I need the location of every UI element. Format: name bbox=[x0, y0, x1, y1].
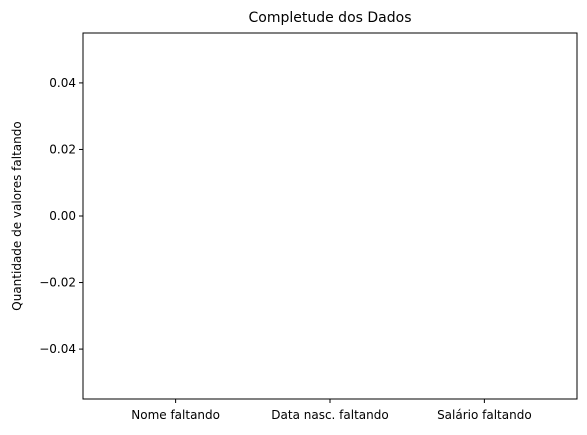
y-tick-label: 0.02 bbox=[49, 142, 76, 156]
chart-title: Completude dos Dados bbox=[249, 10, 412, 26]
y-tick-label: −0.04 bbox=[39, 342, 76, 356]
x-tick-label: Salário faltando bbox=[437, 408, 532, 422]
y-axis-label: Quantidade de valores faltando bbox=[10, 121, 24, 310]
x-tick-label: Data nasc. faltando bbox=[271, 408, 388, 422]
y-tick-label: 0.04 bbox=[49, 76, 76, 90]
x-axis: Nome faltando Data nasc. faltando Salário … bbox=[131, 399, 532, 422]
y-axis: 0.04 0.02 0.00 −0.02 −0.04 bbox=[39, 76, 83, 356]
y-tick-label: 0.00 bbox=[49, 209, 76, 223]
y-tick-label: −0.02 bbox=[39, 276, 76, 290]
x-tick-label: Nome faltando bbox=[131, 408, 220, 422]
